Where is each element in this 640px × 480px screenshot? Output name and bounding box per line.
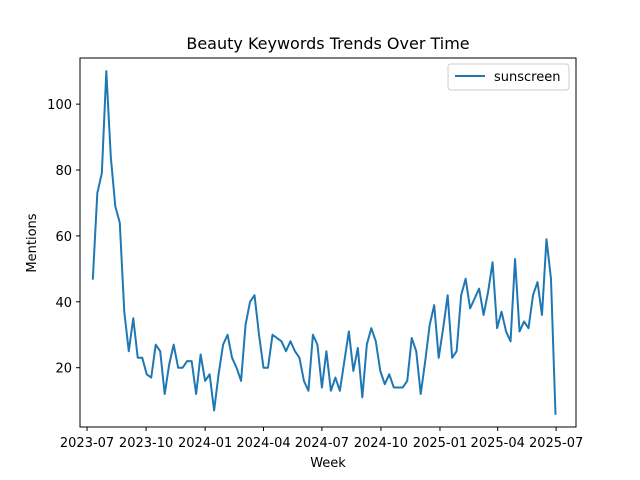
x-tick-label: 2025-07 (529, 436, 583, 451)
x-tick-label: 2024-01 (178, 436, 232, 451)
y-axis-label: Mentions (25, 213, 40, 272)
x-tick-label: 2023-10 (119, 436, 173, 451)
y-tick-label: 80 (55, 164, 72, 179)
chart-title: Beauty Keywords Trends Over Time (186, 34, 469, 53)
y-tick-label: 100 (47, 98, 72, 113)
legend-box (447, 63, 570, 91)
y-tick-label: 40 (55, 296, 72, 311)
y-tick-label: 20 (55, 362, 72, 377)
legend: sunscreen (447, 63, 570, 91)
x-tick-label: 2024-07 (295, 436, 349, 451)
y-tick-label: 60 (55, 230, 72, 245)
x-tick-label: 2024-04 (236, 436, 290, 451)
axis-ticks: 2023-07 2023-10 2024-01 2024-04 2024-07 2024-… (47, 98, 583, 451)
x-axis-label: Week (310, 456, 346, 471)
x-tick-label: 2023-07 (60, 436, 114, 451)
axes-frame (79, 57, 577, 428)
x-tick-label: 2024-10 (354, 436, 408, 451)
x-tick-label: 2025-04 (471, 436, 525, 451)
series-line-sunscreen (91, 70, 557, 415)
legend-label-sunscreen: sunscreen (494, 70, 560, 85)
x-tick-label: 2025-01 (413, 436, 467, 451)
plot-area (91, 70, 557, 415)
